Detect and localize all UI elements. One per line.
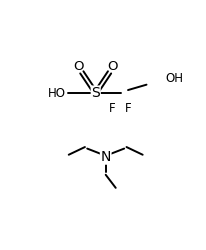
Text: F: F — [124, 102, 131, 115]
Text: F: F — [109, 102, 115, 115]
Text: HO: HO — [48, 87, 66, 100]
Text: OH: OH — [165, 72, 183, 85]
Text: S: S — [91, 86, 99, 100]
Text: O: O — [107, 60, 117, 74]
Text: O: O — [73, 60, 84, 74]
Text: N: N — [100, 150, 110, 164]
